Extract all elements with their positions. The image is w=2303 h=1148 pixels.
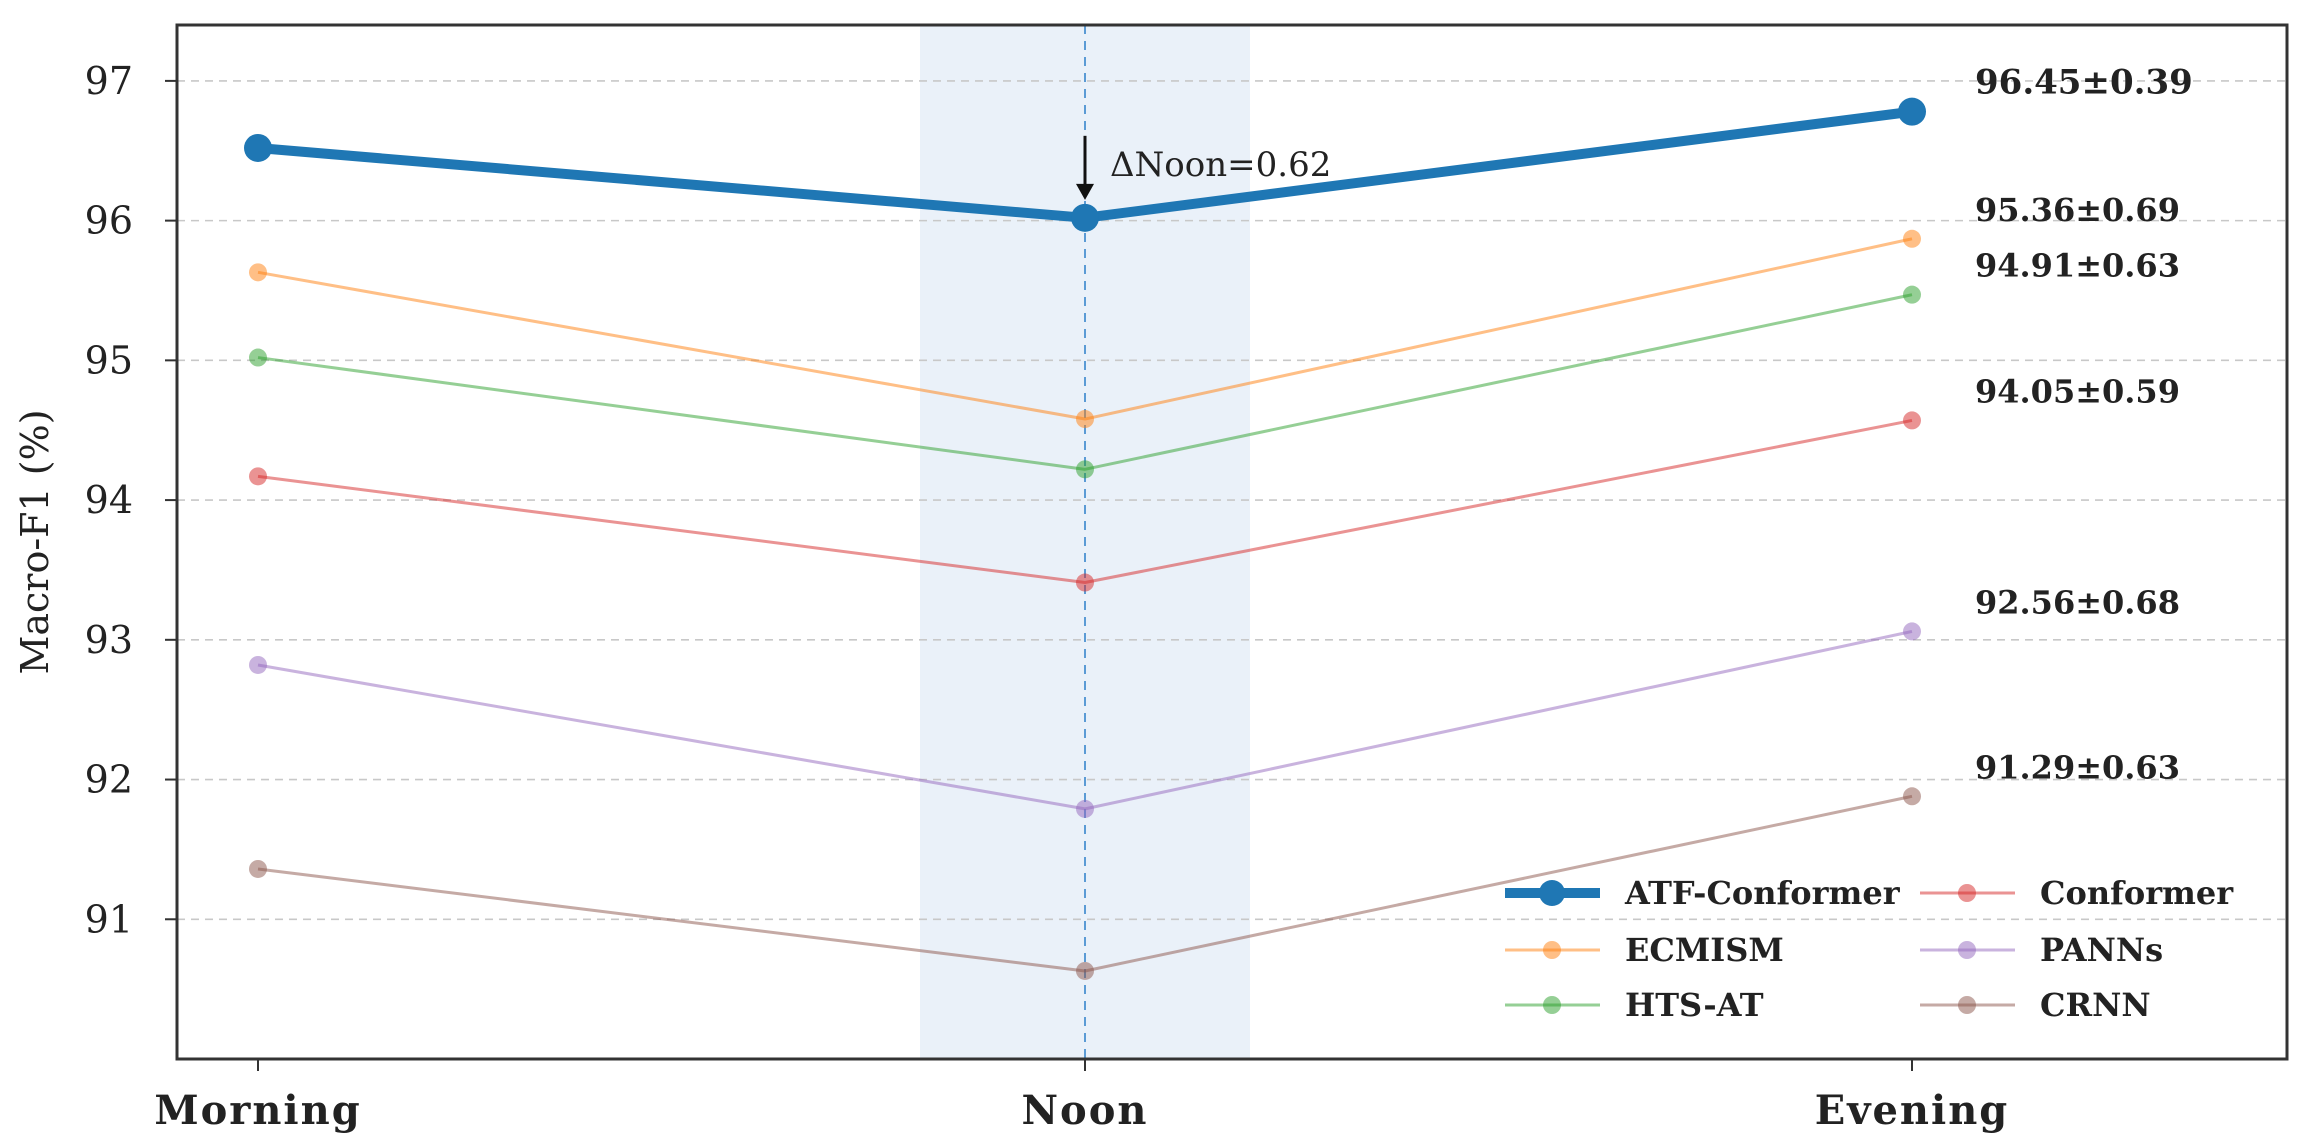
data-point: [249, 467, 267, 486]
legend-swatch-marker: [1539, 880, 1565, 906]
annotation-label: ΔNoon=0.62: [1110, 145, 1331, 185]
legend-label: CRNN: [2040, 986, 2151, 1024]
y-tick-label: 91: [85, 897, 133, 941]
data-point: [1903, 229, 1921, 248]
series-ecmism: [249, 229, 1921, 429]
legend-item: CRNN: [1920, 986, 2151, 1024]
plot-frame: [175, 23, 2289, 1061]
data-point: [1076, 573, 1094, 592]
y-tick-label: 92: [85, 758, 133, 802]
annotation-arrow-head: [1076, 183, 1094, 200]
data-point: [1903, 411, 1921, 430]
y-tick-label: 96: [85, 199, 133, 243]
legend-swatch-marker: [1958, 941, 1976, 959]
end-value-label: 94.91±0.63: [1975, 247, 2180, 285]
legend-item: ECMISM: [1505, 931, 1784, 969]
data-point: [1898, 97, 1926, 126]
data-point: [244, 133, 272, 162]
end-value-label: 91.29±0.63: [1975, 748, 2180, 786]
legend-label: HTS-AT: [1625, 986, 1764, 1024]
data-point: [1071, 203, 1099, 232]
legend-label: PANNs: [2040, 931, 2163, 969]
end-value-label: 95.36±0.69: [1975, 191, 2180, 229]
end-value-label: 94.05±0.59: [1975, 372, 2180, 410]
x-tick-label: Evening: [1815, 1087, 2010, 1134]
y-axis-label: Macro-F1 (%): [13, 409, 57, 674]
data-point: [1076, 799, 1094, 818]
data-point: [249, 859, 267, 878]
series-atf-conformer: [244, 97, 1926, 232]
legend-swatch-marker: [1958, 996, 1976, 1014]
data-point: [249, 348, 267, 367]
series-hts-at: [249, 285, 1921, 479]
x-tick-label: Morning: [154, 1087, 361, 1134]
data-point: [249, 655, 267, 674]
legend-label: ECMISM: [1625, 931, 1784, 969]
data-point: [1903, 285, 1921, 304]
data-point: [249, 263, 267, 282]
y-tick-label: 94: [85, 478, 133, 522]
legend-item: Conformer: [1920, 874, 2234, 912]
legend-label: ATF-Conformer: [1624, 874, 1901, 912]
x-tick-label: Noon: [1021, 1087, 1148, 1134]
series-conformer: [249, 411, 1921, 592]
legend-item: HTS-AT: [1505, 986, 1764, 1024]
data-point: [1076, 961, 1094, 980]
series-panns: [249, 622, 1921, 818]
y-tick-label: 93: [85, 618, 133, 662]
legend-swatch-marker: [1543, 941, 1561, 959]
end-value-label: 96.45±0.39: [1975, 63, 2193, 103]
y-tick-label: 97: [85, 59, 133, 103]
data-point: [1076, 460, 1094, 479]
legend-item: ATF-Conformer: [1505, 874, 1901, 912]
legend-item: PANNs: [1920, 931, 2163, 969]
data-point: [1903, 787, 1921, 806]
y-tick-label: 95: [85, 338, 133, 382]
legend-swatch-marker: [1958, 884, 1976, 902]
data-point: [1076, 410, 1094, 429]
data-point: [1903, 622, 1921, 641]
end-value-label: 92.56±0.68: [1975, 583, 2180, 621]
legend-label: Conformer: [2040, 874, 2234, 912]
series-crnn: [249, 787, 1921, 980]
legend-swatch-marker: [1543, 996, 1561, 1014]
